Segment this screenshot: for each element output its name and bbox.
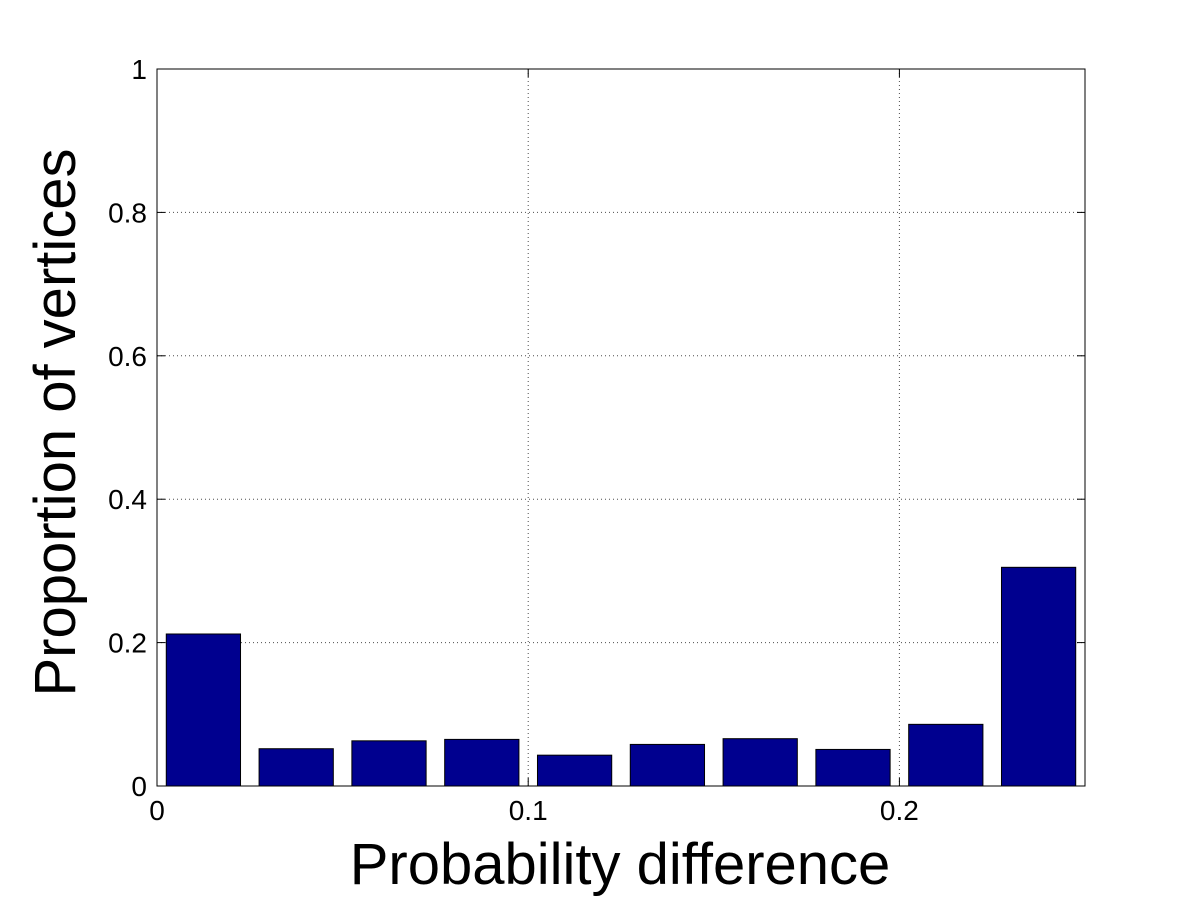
y-axis-label: Proportion of vertices <box>23 148 88 696</box>
bar <box>351 740 427 787</box>
plot-frame <box>156 68 1086 787</box>
axis-ticks <box>156 68 1085 787</box>
y-tick-label: 1 <box>131 54 147 85</box>
bar <box>165 633 242 787</box>
grid-lines <box>157 69 1085 786</box>
x-tick-label: 0.2 <box>880 795 919 826</box>
bar <box>908 723 984 787</box>
y-tick-label: 0 <box>131 771 147 802</box>
bar <box>1000 566 1077 787</box>
x-tick-label: 0.1 <box>509 795 548 826</box>
y-tick-label: 0.8 <box>108 197 147 228</box>
bar <box>258 748 334 787</box>
bar <box>536 754 613 787</box>
bar <box>815 748 891 787</box>
bar <box>444 738 520 787</box>
bar <box>722 738 798 787</box>
x-axis-label: Probability difference <box>350 832 891 897</box>
y-tick-label: 0.4 <box>108 484 147 515</box>
bars <box>165 566 1077 787</box>
y-tick-label: 0.2 <box>108 628 147 659</box>
x-tick-label: 0 <box>149 795 165 826</box>
bar <box>629 743 706 787</box>
y-tick-label: 0.6 <box>108 341 147 372</box>
tick-labels: 0 0.1 0.2 0 0.2 0.4 0.6 0.8 1 <box>108 54 919 826</box>
